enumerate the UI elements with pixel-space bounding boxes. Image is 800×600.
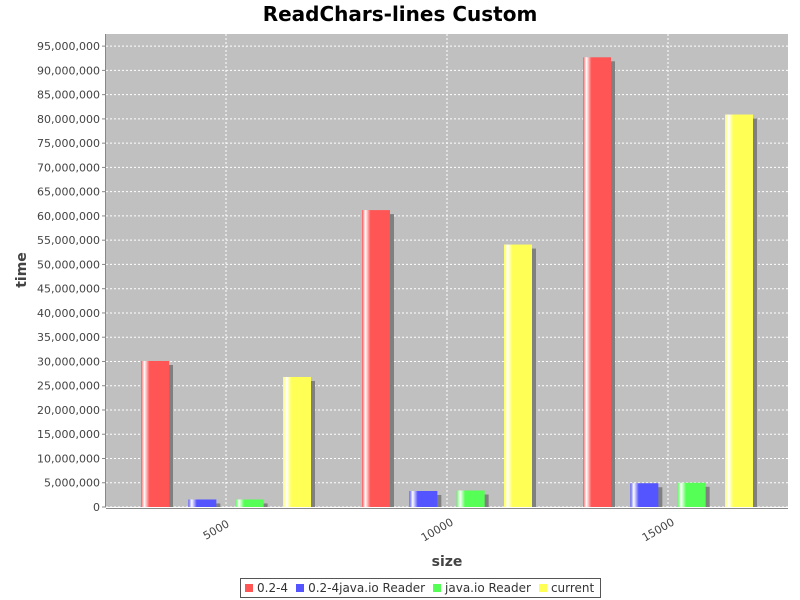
bar-0-2-4java-io-reader-10000 xyxy=(409,490,438,507)
y-tick-label: 25,000,000 xyxy=(37,380,100,393)
y-tick-label: 80,000,000 xyxy=(37,113,100,126)
x-tick-label: 10000 xyxy=(419,516,456,545)
y-tick-label: 40,000,000 xyxy=(37,307,100,320)
grid-lines xyxy=(106,34,788,508)
y-tick-label: 70,000,000 xyxy=(37,161,100,174)
legend-swatch xyxy=(433,584,442,592)
x-tick-label: 15000 xyxy=(640,516,677,545)
y-tick-label: 0 xyxy=(93,501,100,514)
bars xyxy=(141,57,757,507)
y-tick-label: 85,000,000 xyxy=(37,89,100,102)
y-tick-label: 20,000,000 xyxy=(37,404,100,417)
y-tick-label: 10,000,000 xyxy=(37,452,100,465)
y-tick-label: 65,000,000 xyxy=(37,186,100,199)
bar-java-io-reader-15000 xyxy=(677,482,706,507)
legend-swatch xyxy=(296,584,305,592)
y-tick-label: 60,000,000 xyxy=(37,210,100,223)
bar-0-2-4-15000 xyxy=(583,57,611,507)
y-tick-label: 50,000,000 xyxy=(37,258,100,271)
legend-swatch xyxy=(538,584,547,592)
legend-swatch xyxy=(245,584,253,592)
legend-item: current xyxy=(538,581,595,595)
y-axis-label: time xyxy=(14,252,30,288)
legend-label: java.io Reader xyxy=(445,581,531,595)
y-tick-label: 15,000,000 xyxy=(37,428,100,441)
y-tick-label: 45,000,000 xyxy=(37,283,100,296)
y-tick-label: 95,000,000 xyxy=(37,40,100,53)
chart-title: ReadChars-lines Custom xyxy=(262,2,538,26)
legend-item: 0.2-4java.io Reader xyxy=(296,581,425,595)
y-tick-label: 90,000,000 xyxy=(37,64,100,77)
x-axis-label: size xyxy=(432,554,463,570)
bar-current-10000 xyxy=(504,244,532,507)
bar-0-2-4-10000 xyxy=(362,210,390,507)
bar-current-15000 xyxy=(725,114,753,507)
y-tick-label: 55,000,000 xyxy=(37,234,100,247)
legend-item: 0.2-4 xyxy=(245,581,288,595)
x-tick-label: 5000 xyxy=(201,517,232,542)
bar-0-2-4-5000 xyxy=(141,360,169,507)
y-tick-label: 75,000,000 xyxy=(37,137,100,150)
legend-label: current xyxy=(550,581,595,595)
bar-java-io-reader-10000 xyxy=(456,490,485,507)
legend-label: 0.2-4 xyxy=(257,581,289,595)
bar-current-5000 xyxy=(283,376,311,507)
bar-0-2-4java-io-reader-15000 xyxy=(630,483,659,507)
x-axis: 5000 10000 15000 xyxy=(106,508,788,545)
y-tick-label: 30,000,000 xyxy=(37,355,100,368)
y-tick-label: 35,000,000 xyxy=(37,331,100,344)
legend-label: 0.2-4java.io Reader xyxy=(308,581,426,595)
y-tick-label: 5,000,000 xyxy=(44,477,100,490)
legend-item: java.io Reader xyxy=(433,581,531,595)
legend: 0.2-4 0.2-4java.io Reader java.io Reader cu… xyxy=(240,578,602,598)
bar-java-io-reader-5000 xyxy=(235,499,264,507)
bar-0-2-4java-io-reader-5000 xyxy=(188,499,217,507)
y-axis: 0 5,000,000 10,000,000 15,000,000 20,000,000… xyxy=(37,34,106,514)
